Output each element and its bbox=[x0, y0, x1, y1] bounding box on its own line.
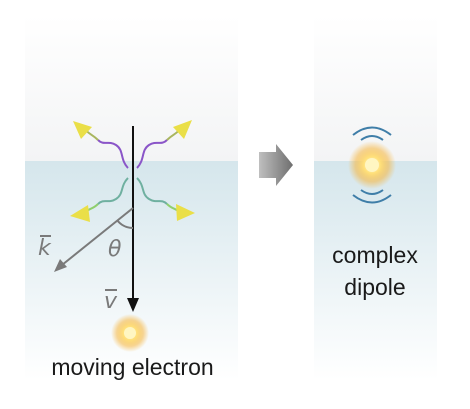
dipole-core bbox=[365, 158, 379, 172]
angle-label: θ bbox=[108, 237, 122, 262]
v-overbar bbox=[105, 289, 117, 291]
complex-dipole bbox=[348, 126, 396, 204]
right-panel-caption-line1: complex bbox=[332, 242, 418, 268]
velocity-label: v bbox=[104, 289, 118, 314]
angle-arc bbox=[116, 219, 134, 229]
wavevector-label: k bbox=[38, 236, 51, 261]
k-vector-line bbox=[61, 207, 134, 266]
k-overbar bbox=[40, 235, 51, 237]
emitted-photons bbox=[70, 120, 195, 222]
electron-core bbox=[124, 327, 136, 339]
photon-upper-left bbox=[73, 121, 129, 169]
transition-arrow-icon bbox=[259, 144, 293, 186]
photon-lower-right bbox=[136, 177, 195, 221]
photon-upper-right bbox=[136, 120, 192, 169]
dipole-arc-lower-outer bbox=[352, 194, 392, 204]
k-vector-arrowhead bbox=[54, 259, 67, 272]
right-panel-caption-line2: dipole bbox=[344, 274, 406, 300]
dipole-arc-upper-outer bbox=[352, 126, 392, 136]
dipole-arc-lower-inner bbox=[360, 189, 384, 195]
electron-trajectory-arrowhead bbox=[127, 298, 139, 312]
right-panel-background bbox=[314, 15, 437, 380]
photon-lower-left bbox=[70, 177, 129, 222]
dipole-arc-upper-inner bbox=[360, 135, 384, 141]
left-panel-caption: moving electron bbox=[51, 354, 214, 380]
